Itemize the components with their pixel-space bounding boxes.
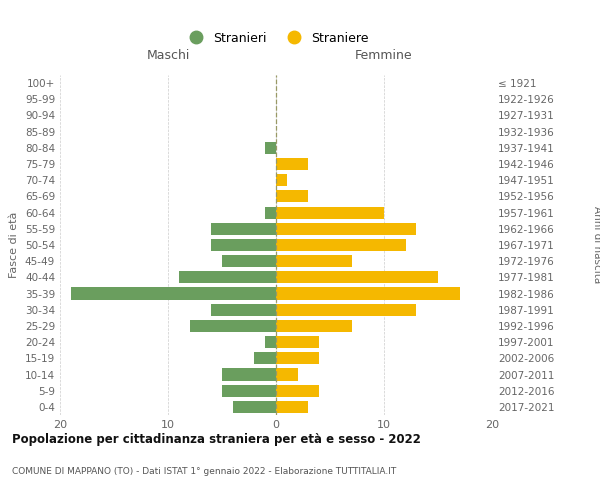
Bar xyxy=(179,272,276,283)
Bar xyxy=(276,255,352,268)
Bar xyxy=(265,206,276,218)
Bar xyxy=(190,320,276,332)
Bar xyxy=(265,336,276,348)
Bar xyxy=(276,174,287,186)
Bar xyxy=(233,401,276,413)
Text: Maschi: Maschi xyxy=(146,50,190,62)
Bar xyxy=(276,158,308,170)
Text: Popolazione per cittadinanza straniera per età e sesso - 2022: Popolazione per cittadinanza straniera p… xyxy=(12,432,421,446)
Text: Femmine: Femmine xyxy=(355,50,413,62)
Bar xyxy=(276,206,384,218)
Bar xyxy=(222,384,276,397)
Bar xyxy=(71,288,276,300)
Bar xyxy=(276,352,319,364)
Bar xyxy=(222,255,276,268)
Bar xyxy=(254,352,276,364)
Bar xyxy=(276,304,416,316)
Bar xyxy=(276,272,438,283)
Bar xyxy=(276,288,460,300)
Legend: Stranieri, Straniere: Stranieri, Straniere xyxy=(178,27,374,50)
Bar xyxy=(211,239,276,251)
Bar xyxy=(276,401,308,413)
Bar xyxy=(276,222,416,235)
Bar xyxy=(276,336,319,348)
Bar xyxy=(211,304,276,316)
Text: Anni di nascita: Anni di nascita xyxy=(592,206,600,284)
Bar xyxy=(276,320,352,332)
Bar xyxy=(222,368,276,380)
Bar xyxy=(276,239,406,251)
Y-axis label: Fasce di età: Fasce di età xyxy=(10,212,19,278)
Bar xyxy=(265,142,276,154)
Bar xyxy=(276,384,319,397)
Text: COMUNE DI MAPPANO (TO) - Dati ISTAT 1° gennaio 2022 - Elaborazione TUTTITALIA.IT: COMUNE DI MAPPANO (TO) - Dati ISTAT 1° g… xyxy=(12,468,396,476)
Bar xyxy=(276,190,308,202)
Bar xyxy=(276,368,298,380)
Bar xyxy=(211,222,276,235)
